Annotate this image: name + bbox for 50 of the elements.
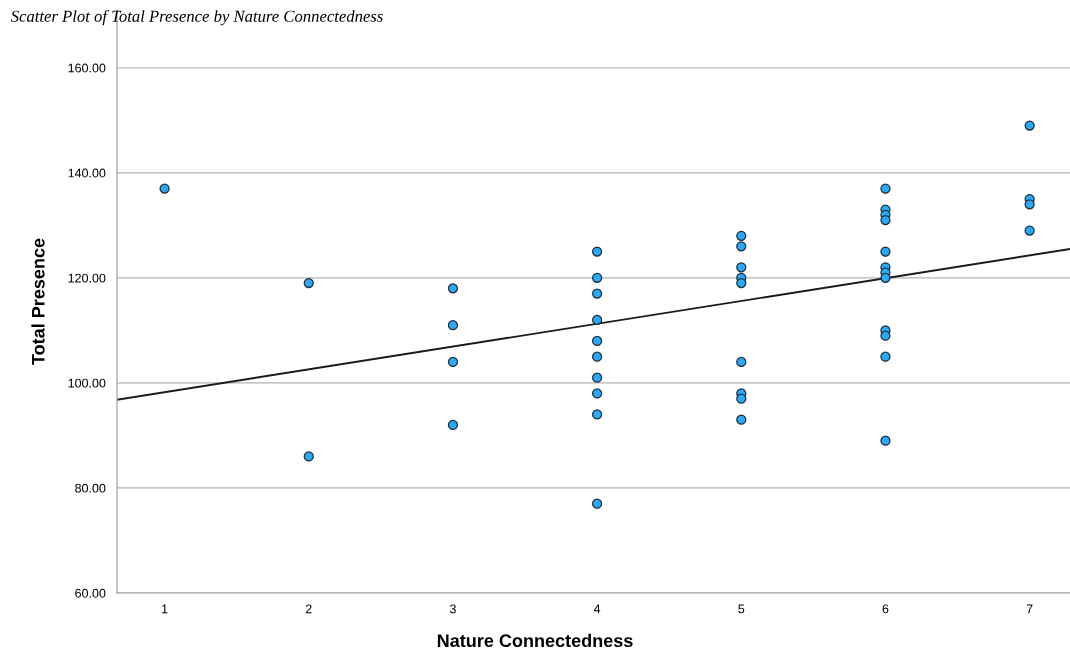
point — [736, 241, 747, 252]
point — [880, 351, 891, 362]
y-axis-title: Total Presence — [31, 238, 45, 365]
point — [591, 288, 603, 299]
x-tick-label: 3 — [449, 604, 456, 614]
point — [736, 230, 747, 241]
point — [736, 277, 747, 289]
point — [880, 214, 891, 226]
point — [591, 272, 603, 283]
point — [880, 435, 891, 446]
x-axis-title: Nature Connectedness — [437, 633, 633, 648]
x-tick-label: 2 — [305, 604, 312, 614]
x-tick-label: 5 — [738, 604, 745, 614]
point — [303, 277, 314, 289]
y-tick-label: 100.00 — [68, 378, 106, 388]
point — [1024, 120, 1035, 131]
point — [591, 246, 603, 257]
x-tick-label: 1 — [162, 604, 168, 614]
point — [303, 451, 314, 462]
point — [591, 314, 603, 326]
point — [591, 372, 603, 383]
point — [591, 409, 603, 420]
x-tick-label: 6 — [882, 604, 889, 614]
point — [447, 320, 459, 331]
point — [736, 393, 747, 404]
point — [447, 283, 459, 294]
point — [447, 356, 459, 368]
point — [447, 419, 459, 431]
y-tick-label: 60.00 — [75, 588, 106, 598]
y-tick-label: 140.00 — [68, 168, 106, 178]
point — [736, 356, 747, 368]
point — [1024, 199, 1035, 210]
point — [880, 183, 891, 194]
x-tick-label: 4 — [593, 604, 601, 614]
point — [591, 335, 603, 347]
chart-title: Scatter Plot of Total Presence by Nature Connectedness — [10, 9, 383, 26]
point — [591, 498, 603, 509]
point — [591, 388, 603, 399]
point — [736, 262, 747, 273]
point — [159, 183, 170, 194]
x-tick-label: 7 — [1026, 604, 1033, 614]
point — [591, 351, 603, 362]
point — [880, 330, 891, 341]
y-tick-label: 160.00 — [68, 63, 106, 73]
point — [880, 246, 891, 257]
point — [1024, 225, 1035, 236]
y-tick-label: 80.00 — [75, 483, 106, 493]
point — [736, 414, 747, 425]
point — [880, 272, 891, 283]
y-tick-label: 120.00 — [68, 273, 106, 283]
